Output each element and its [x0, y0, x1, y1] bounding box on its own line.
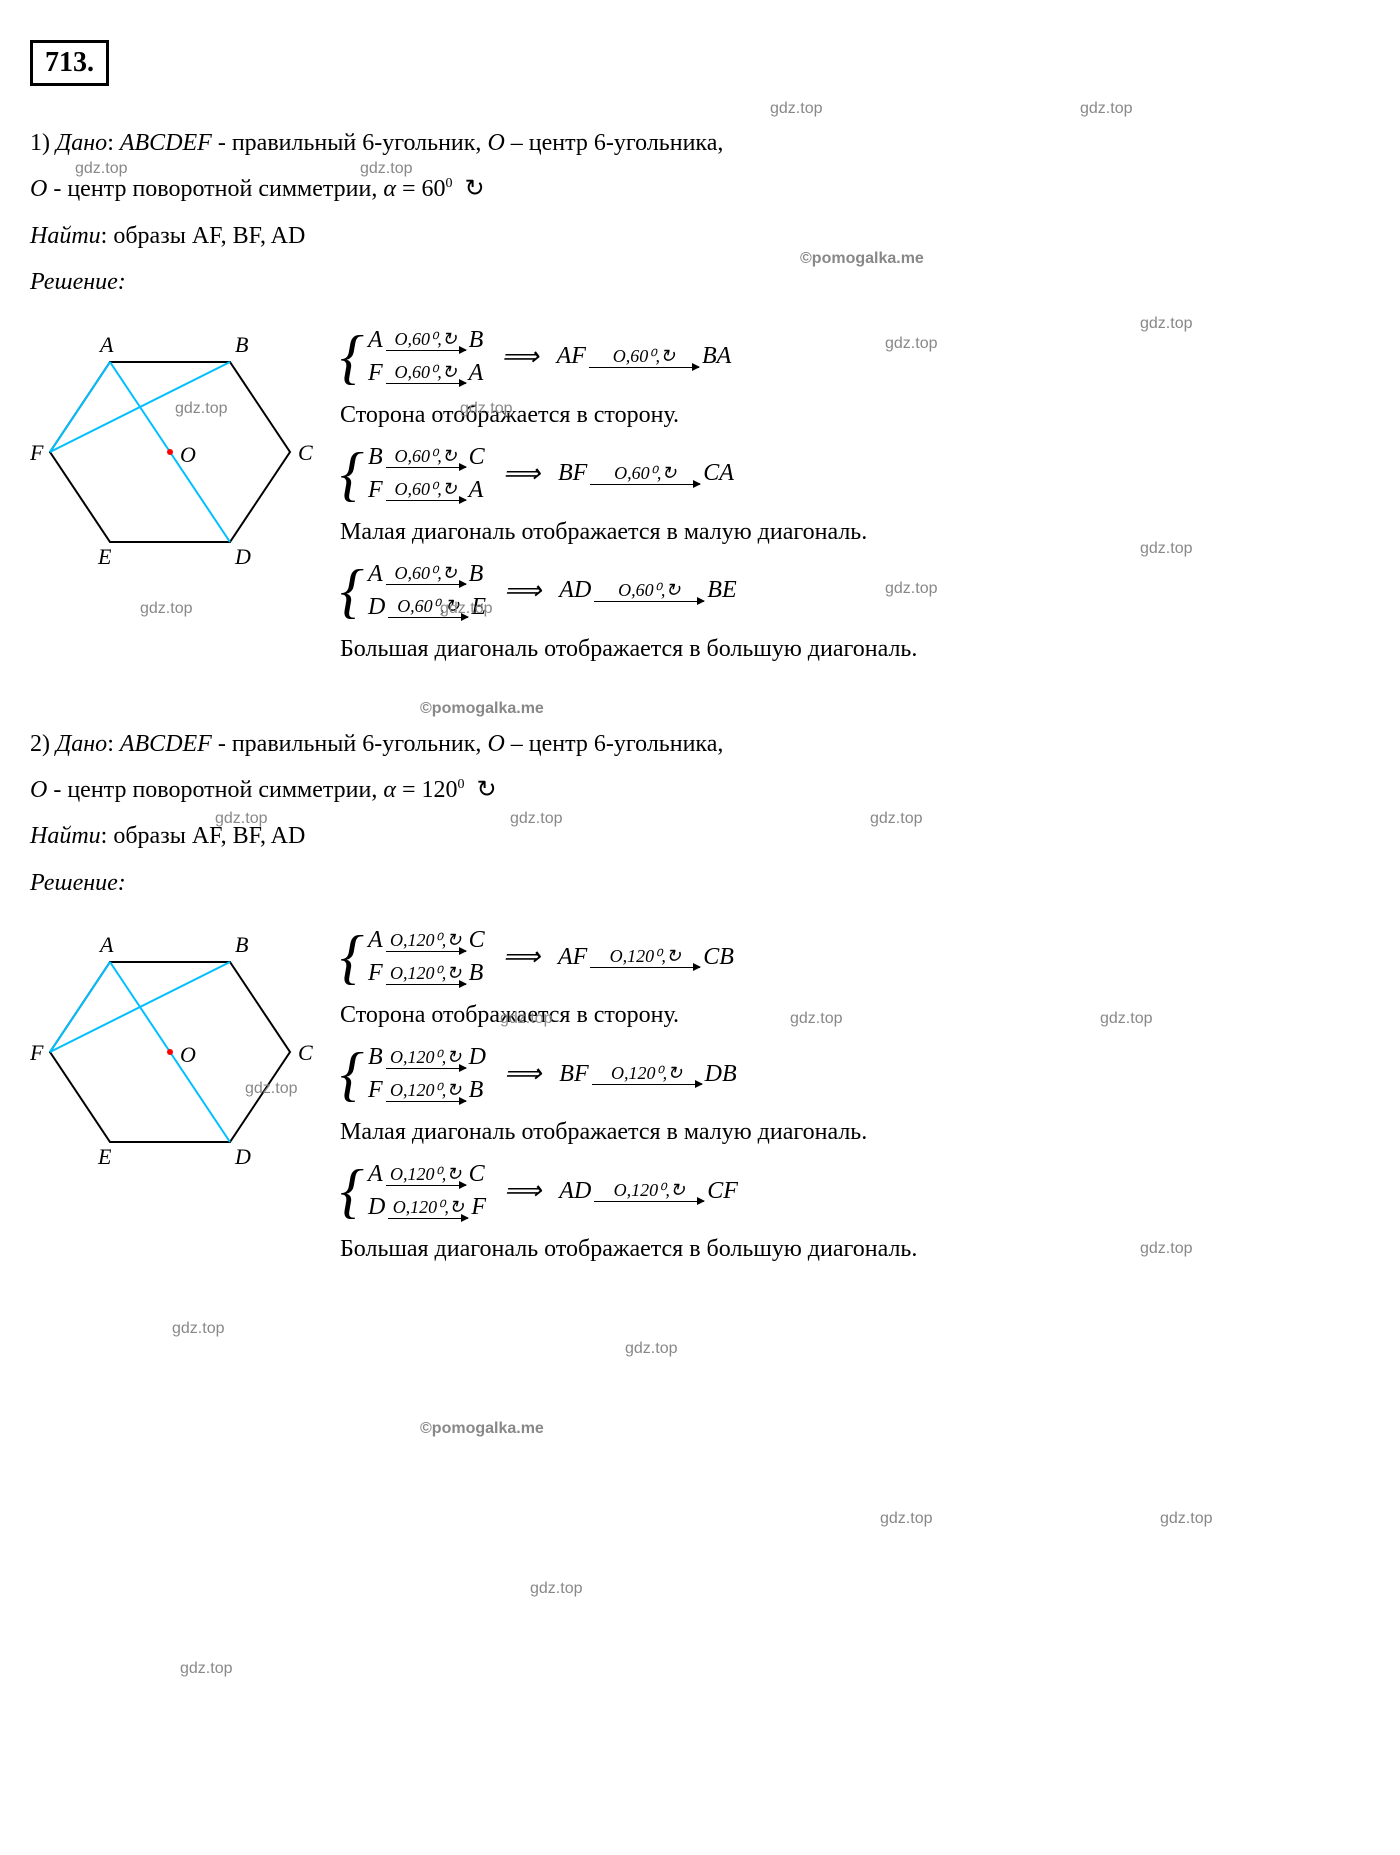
svg-text:O: O: [180, 1042, 196, 1067]
svg-text:D: D: [234, 544, 251, 569]
gdz-watermark: gdz.top: [1160, 1510, 1212, 1528]
svg-text:C: C: [298, 1040, 313, 1065]
solution-label-b: Решение:: [30, 864, 1370, 902]
mapping-1-3: { A O,60⁰,↻ B D O,60⁰,↻ E ⟹ AD O,60⁰,↻ B…: [340, 561, 1370, 621]
conclusion-1-3: Большая диагональ отображается в большую…: [340, 636, 1370, 663]
conclusion-2-1: Сторона отображается в сторону.: [340, 1002, 1370, 1029]
svg-text:B: B: [235, 332, 248, 357]
section-1: 1) Дано: ABCDEF - правильный 6-угольник,…: [30, 124, 1370, 675]
svg-text:F: F: [30, 1040, 44, 1065]
svg-text:A: A: [98, 932, 114, 957]
svg-text:O: O: [180, 442, 196, 467]
gdz-watermark: gdz.top: [180, 1660, 232, 1678]
conclusion-2-3: Большая диагональ отображается в большую…: [340, 1236, 1370, 1263]
mapping-1-2: { B O,60⁰,↻ C F O,60⁰,↻ A ⟹ BF O,60⁰,↻ C…: [340, 444, 1370, 504]
svg-text:E: E: [97, 1144, 112, 1169]
solution-label: Решение:: [30, 263, 1370, 301]
gdz-watermark: gdz.top: [172, 1320, 224, 1338]
gdz-watermark: gdz.top: [530, 1580, 582, 1598]
given-line-1: 1) Дано: ABCDEF - правильный 6-угольник,…: [30, 124, 1370, 162]
svg-text:C: C: [298, 440, 313, 465]
conclusion-2-2: Малая диагональ отображается в малую диа…: [340, 1119, 1370, 1146]
svg-text:A: A: [98, 332, 114, 357]
problem-number: 713.: [30, 40, 109, 86]
conclusion-1-1: Сторона отображается в сторону.: [340, 402, 1370, 429]
gdz-watermark: gdz.top: [625, 1340, 677, 1358]
find-line-b: Найти: образы AF, BF, AD: [30, 817, 1370, 855]
hexagon-2: A B C D E F O: [30, 912, 320, 1199]
mapping-2-3: { A O,120⁰,↻ C D O,120⁰,↻ F ⟹ AD O,120⁰,…: [340, 1161, 1370, 1221]
mapping-2-1: { A O,120⁰,↻ C F O,120⁰,↻ B ⟹ AF O,120⁰,…: [340, 927, 1370, 987]
pomogalka-watermark: ©pomogalka.me: [420, 700, 544, 718]
given-line-2: O - центр поворотной симметрии, α = 600 …: [30, 170, 1370, 208]
gdz-watermark: gdz.top: [1080, 100, 1132, 118]
gdz-watermark: gdz.top: [770, 100, 822, 118]
mapping-1-1: { A O,60⁰,↻ B F O,60⁰,↻ A ⟹ AF O,60⁰,↻ B…: [340, 327, 1370, 387]
hexagon-1: A B C D E F O: [30, 312, 320, 599]
section-2: 2) Дано: ABCDEF - правильный 6-угольник,…: [30, 725, 1370, 1276]
conclusion-1-2: Малая диагональ отображается в малую диа…: [340, 519, 1370, 546]
svg-text:B: B: [235, 932, 248, 957]
svg-text:E: E: [97, 544, 112, 569]
gdz-watermark: gdz.top: [880, 1510, 932, 1528]
svg-text:D: D: [234, 1144, 251, 1169]
given-line-2b: O - центр поворотной симметрии, α = 1200…: [30, 771, 1370, 809]
svg-text:F: F: [30, 440, 44, 465]
mapping-2-2: { B O,120⁰,↻ D F O,120⁰,↻ B ⟹ BF O,120⁰,…: [340, 1044, 1370, 1104]
find-line: Найти: образы AF, BF, AD: [30, 217, 1370, 255]
given-line-1b: 2) Дано: ABCDEF - правильный 6-угольник,…: [30, 725, 1370, 763]
pomogalka-watermark: ©pomogalka.me: [420, 1420, 544, 1438]
pomogalka-watermark: ©pomogalka.me: [800, 250, 924, 268]
